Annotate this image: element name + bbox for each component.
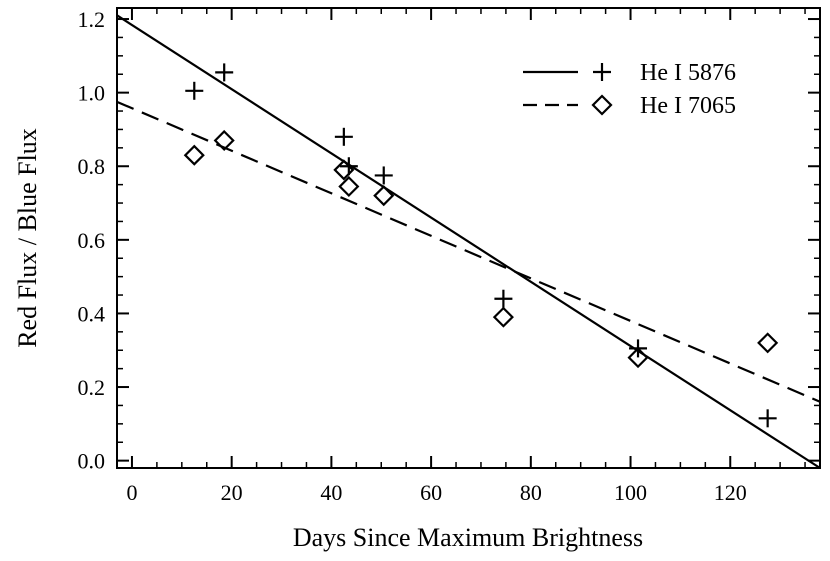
legend-marker-plus: [593, 63, 611, 81]
axis-ticks: 0 20 40 60 80 100 120 0.0 0.2 0.4 0.6 0.8 1.0 1.2: [78, 7, 820, 505]
y-tick-label: 0.2: [78, 375, 106, 400]
plot-frame: [116, 7, 821, 469]
fit-line-he-i-5876: [116, 14, 821, 469]
legend-label: He I 7065: [640, 93, 736, 119]
data-point-he-i-5876: [374, 166, 393, 185]
fit-line-he-i-7065: [116, 100, 821, 403]
legend-marker-diamond: [591, 94, 613, 116]
x-tick-label: 100: [614, 480, 647, 505]
x-tick-label: 60: [420, 480, 442, 505]
y-tick-label: 0.0: [78, 449, 106, 474]
data-point-he-i-7065: [373, 185, 395, 207]
x-tick-label: 0: [126, 480, 137, 505]
data-point-he-i-5876: [215, 63, 234, 82]
plot-area-border: [116, 7, 821, 469]
data-point-he-i-7065: [338, 175, 360, 198]
data-markers: [183, 63, 779, 428]
y-tick-label: 0.8: [78, 154, 106, 179]
x-tick-label: 20: [221, 480, 243, 505]
x-tick-label: 40: [320, 480, 342, 505]
data-point-he-i-7065: [333, 159, 355, 181]
x-tick-label: 80: [520, 480, 542, 505]
data-point-he-i-7065: [492, 306, 514, 328]
legend: He I 5876 He I 7065: [523, 60, 736, 119]
data-point-he-i-5876: [185, 81, 204, 100]
x-tick-label: 120: [714, 480, 747, 505]
legend-label: He I 5876: [640, 60, 736, 86]
x-axis-title: Days Since Maximum Brightness: [293, 523, 643, 552]
y-tick-label: 0.4: [78, 301, 106, 326]
y-tick-label: 0.6: [78, 228, 106, 253]
data-point-he-i-7065: [627, 347, 649, 369]
data-point-he-i-7065: [213, 129, 235, 152]
data-point-he-i-7065: [757, 332, 779, 354]
y-axis-title: Red Flux / Blue Flux: [13, 128, 42, 348]
data-point-he-i-7065: [183, 144, 205, 166]
data-point-he-i-5876: [494, 289, 513, 308]
data-point-he-i-5876: [334, 127, 353, 146]
y-tick-label: 1.0: [78, 81, 106, 106]
y-tick-label: 1.2: [78, 7, 106, 32]
data-point-he-i-5876: [758, 409, 777, 428]
fit-lines: [116, 14, 821, 469]
